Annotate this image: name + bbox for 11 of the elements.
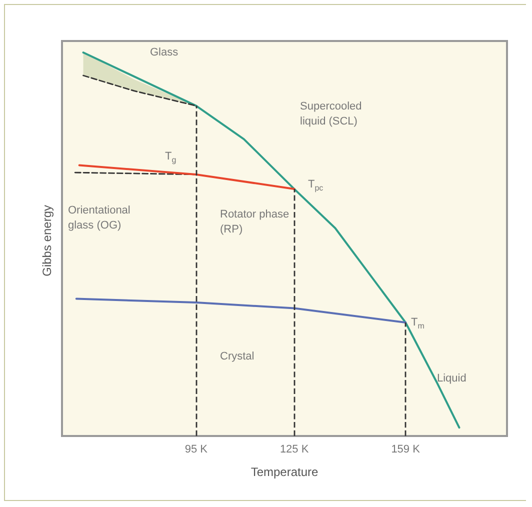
x-axis-title: Temperature	[250, 465, 319, 479]
annotation: Supercooled liquid (SCL)	[300, 100, 365, 128]
annotation: Rotator phase (RP)	[220, 208, 292, 236]
annotation: Liquid	[437, 372, 466, 384]
annotation: Crystal	[220, 350, 254, 362]
annotation: Glass	[150, 46, 179, 58]
x-tick-label: 95 K	[184, 444, 208, 456]
x-tick-label: 159 K	[391, 444, 421, 456]
annotation: Orientational glass (OG)	[68, 204, 134, 232]
x-tick-label: 125 K	[280, 444, 310, 456]
y-axis-title: Gibbs energy	[40, 205, 54, 276]
